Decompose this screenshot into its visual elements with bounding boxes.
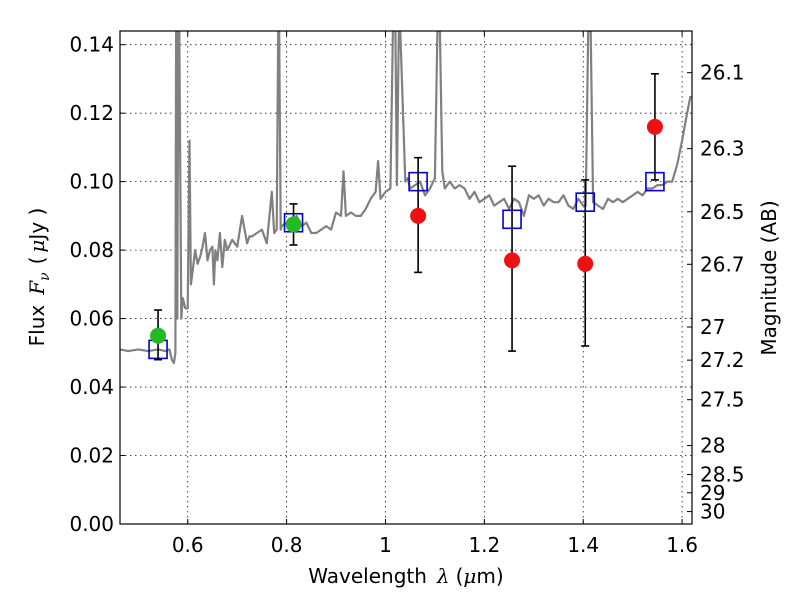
y2-tick-label: 27.5 [700, 388, 745, 412]
y-tick-label: 0.02 [69, 444, 114, 468]
y2-tick-label: 26.1 [700, 61, 745, 85]
y2-tick-label: 28.5 [700, 463, 745, 487]
x-tick-label: 1.6 [666, 533, 698, 557]
x-tick-label: 0.6 [172, 533, 204, 557]
y-tick-label: 0.06 [69, 307, 114, 331]
y2-tick-label: 26.5 [700, 200, 745, 224]
x-tick-label: 1.2 [468, 533, 500, 557]
y2-tick-label: 30 [700, 500, 725, 524]
y-tick-label: 0.10 [69, 170, 114, 194]
plot-frame [119, 30, 693, 525]
x-tick-label: 0.8 [271, 533, 303, 557]
y-axis: 0.00 0.02 0.04 0.06 0.08 0.10 0.12 0.14 [69, 33, 125, 536]
x-tick-label: 1 [379, 533, 392, 557]
x-axis-label: Wavelength λ (μm) [308, 564, 503, 588]
y-axis-label: FluxFν(μJy ) [25, 208, 53, 347]
plot-area [120, 31, 692, 365]
y2-tick-label: 27.2 [700, 348, 745, 372]
spectrum-line [120, 31, 692, 365]
red-point [646, 118, 663, 135]
y-tick-label: 0.08 [69, 238, 114, 262]
y2-tick-label: 26.7 [700, 252, 745, 276]
y-tick-label: 0.12 [69, 101, 114, 125]
red-point [504, 252, 521, 269]
red-point [410, 207, 427, 224]
green-point [285, 216, 302, 233]
red-point [577, 255, 594, 272]
y2-tick-label: 28 [700, 434, 725, 458]
x-tick-label: 1.4 [567, 533, 599, 557]
green-point [150, 327, 167, 344]
x-axis: 0.6 0.8 1 1.2 1.4 1.6 [172, 31, 698, 557]
grid [120, 31, 692, 524]
y-tick-label: 0.14 [69, 33, 114, 57]
y-tick-label: 0.00 [69, 512, 114, 536]
y2-axis-label: Magnitude (AB) [757, 200, 781, 355]
y2-tick-label: 29 [700, 481, 725, 505]
y-tick-label: 0.04 [69, 375, 114, 399]
y2-tick-label: 27 [700, 315, 725, 339]
y2-tick-label: 26.3 [700, 137, 745, 161]
